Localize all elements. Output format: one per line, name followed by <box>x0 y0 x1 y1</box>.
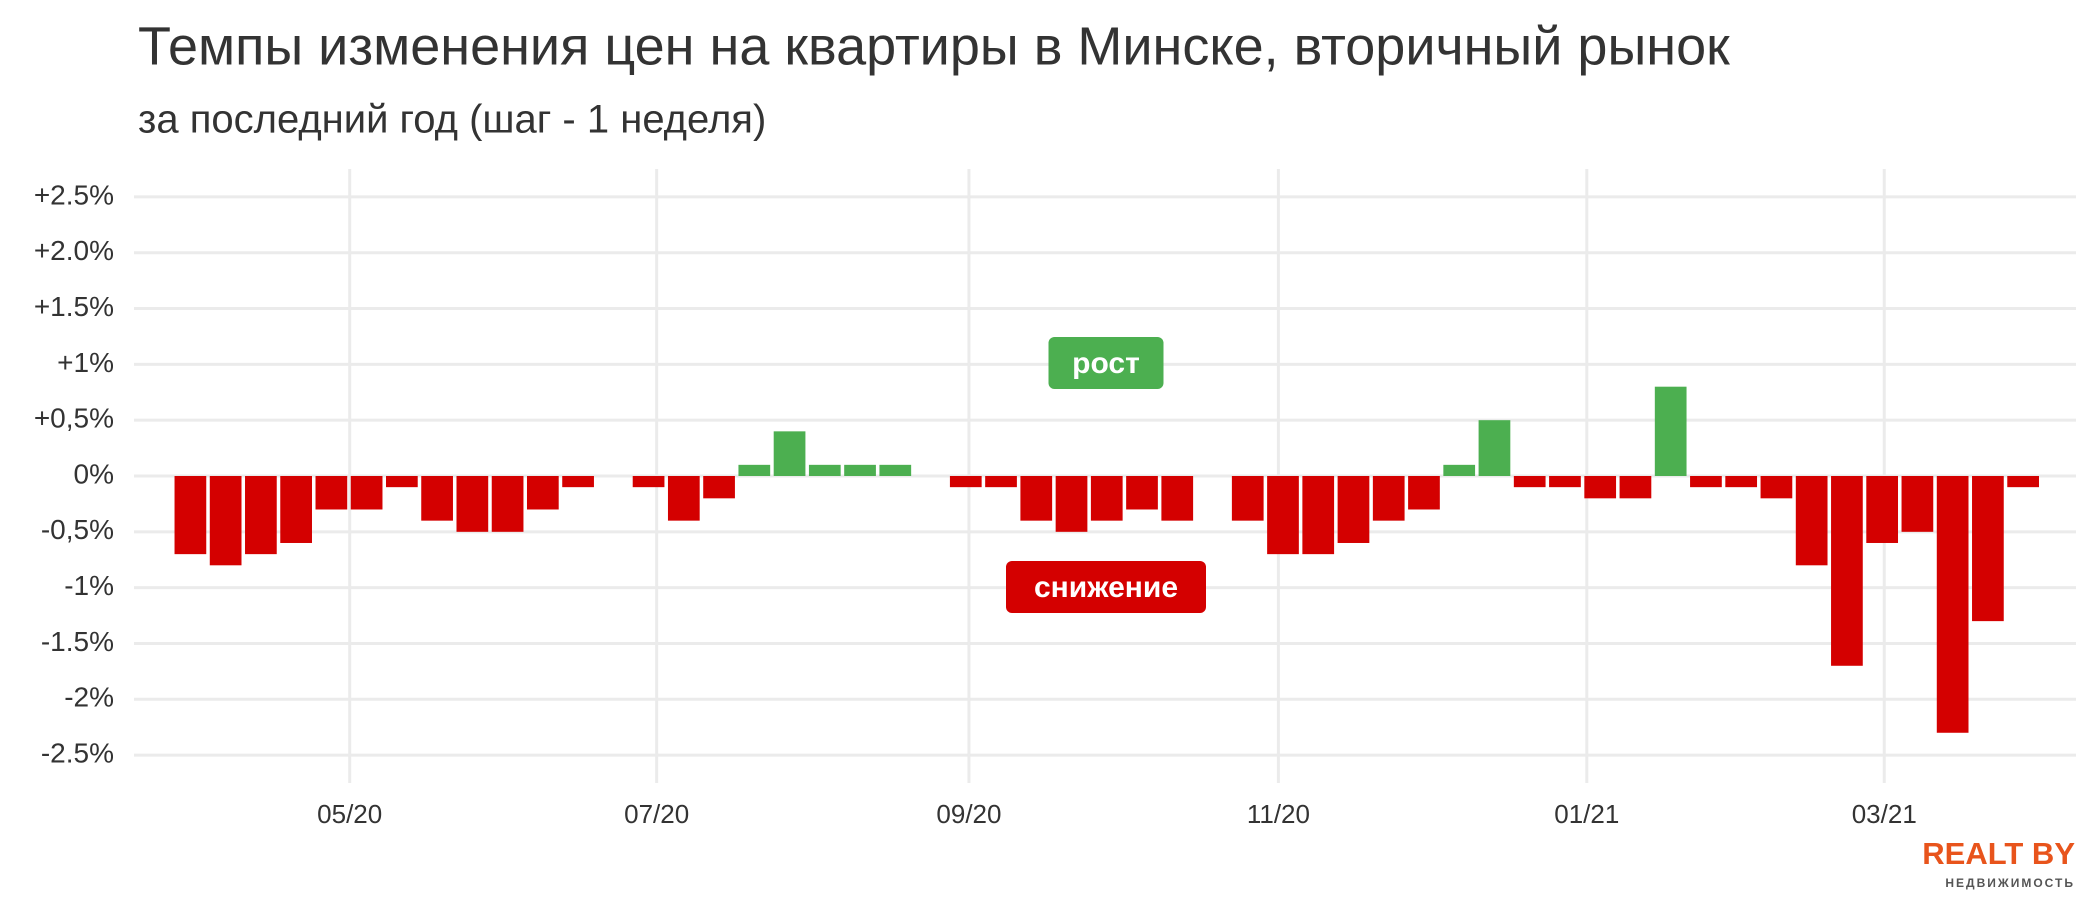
x-tick-label: 01/21 <box>1554 799 1619 829</box>
bar <box>1478 420 1511 476</box>
bar <box>562 476 594 488</box>
bar <box>1020 476 1053 521</box>
bar <box>1055 476 1088 532</box>
bar <box>703 476 735 499</box>
bar <box>1161 476 1194 521</box>
bar <box>350 476 383 510</box>
bar <box>1267 476 1299 555</box>
bar <box>1337 476 1370 543</box>
bar <box>1302 476 1335 555</box>
bar <box>209 476 242 566</box>
bar <box>1619 476 1652 499</box>
bar <box>1584 476 1617 499</box>
bar <box>1654 386 1687 476</box>
y-tick-label: -2.5% <box>41 737 114 768</box>
y-tick-label: +1% <box>57 347 114 378</box>
bar <box>949 476 982 488</box>
y-tick-label: +1.5% <box>34 291 114 322</box>
chart-title: Темпы изменения цен на квартиры в Минске… <box>138 16 1730 76</box>
bar <box>2007 476 2039 488</box>
bar <box>1231 476 1264 521</box>
x-tick-label: 09/20 <box>936 799 1001 829</box>
bar <box>1901 476 1934 532</box>
bar <box>1831 476 1863 666</box>
bar <box>315 476 348 510</box>
bar <box>773 431 806 476</box>
bar <box>174 476 207 555</box>
bar <box>808 464 841 476</box>
bar <box>1126 476 1158 510</box>
bar <box>386 476 418 488</box>
y-tick-label: +0,5% <box>34 403 114 434</box>
bar <box>1513 476 1546 488</box>
bar <box>1408 476 1440 510</box>
y-tick-label: -1.5% <box>41 626 114 657</box>
bar <box>632 476 665 488</box>
bar <box>738 464 771 476</box>
bar <box>1372 476 1405 521</box>
bar <box>1972 476 2004 622</box>
bar <box>280 476 312 543</box>
bar <box>1725 476 1758 488</box>
x-tick-label: 03/21 <box>1852 799 1917 829</box>
annotation-box <box>1006 561 1206 613</box>
annotation-box <box>1048 337 1164 389</box>
annotation: снижение <box>1034 571 1178 604</box>
y-tick-label: -1% <box>64 570 114 601</box>
bar <box>1090 476 1123 521</box>
bar <box>421 476 453 521</box>
bar <box>526 476 559 510</box>
bar <box>245 476 277 555</box>
bar <box>456 476 489 532</box>
chart-subtitle: за последний год (шаг - 1 неделя) <box>138 98 766 142</box>
bar <box>844 464 876 476</box>
bar <box>1690 476 1722 488</box>
bar <box>667 476 700 521</box>
bar <box>1443 464 1476 476</box>
bar <box>879 464 912 476</box>
x-tick-label: 11/20 <box>1247 799 1310 829</box>
bar <box>985 476 1017 488</box>
x-tick-label: 05/20 <box>317 799 382 829</box>
y-tick-label: +2.0% <box>34 235 114 266</box>
y-tick-label: 0% <box>74 458 114 489</box>
bar <box>491 476 524 532</box>
bar <box>1549 476 1581 488</box>
logo-subtext: НЕДВИЖИМОСТЬ <box>1945 876 2075 890</box>
annotation: рост <box>1072 347 1140 380</box>
y-tick-label: +2.5% <box>34 179 114 210</box>
bar <box>1936 476 1969 733</box>
y-tick-label: -0,5% <box>41 514 114 545</box>
bar <box>1760 476 1793 499</box>
logo: REALT BY <box>1922 836 2075 871</box>
bar <box>1795 476 1828 566</box>
y-tick-label: -2% <box>64 682 114 713</box>
bar <box>1866 476 1899 543</box>
x-tick-label: 07/20 <box>624 799 689 829</box>
